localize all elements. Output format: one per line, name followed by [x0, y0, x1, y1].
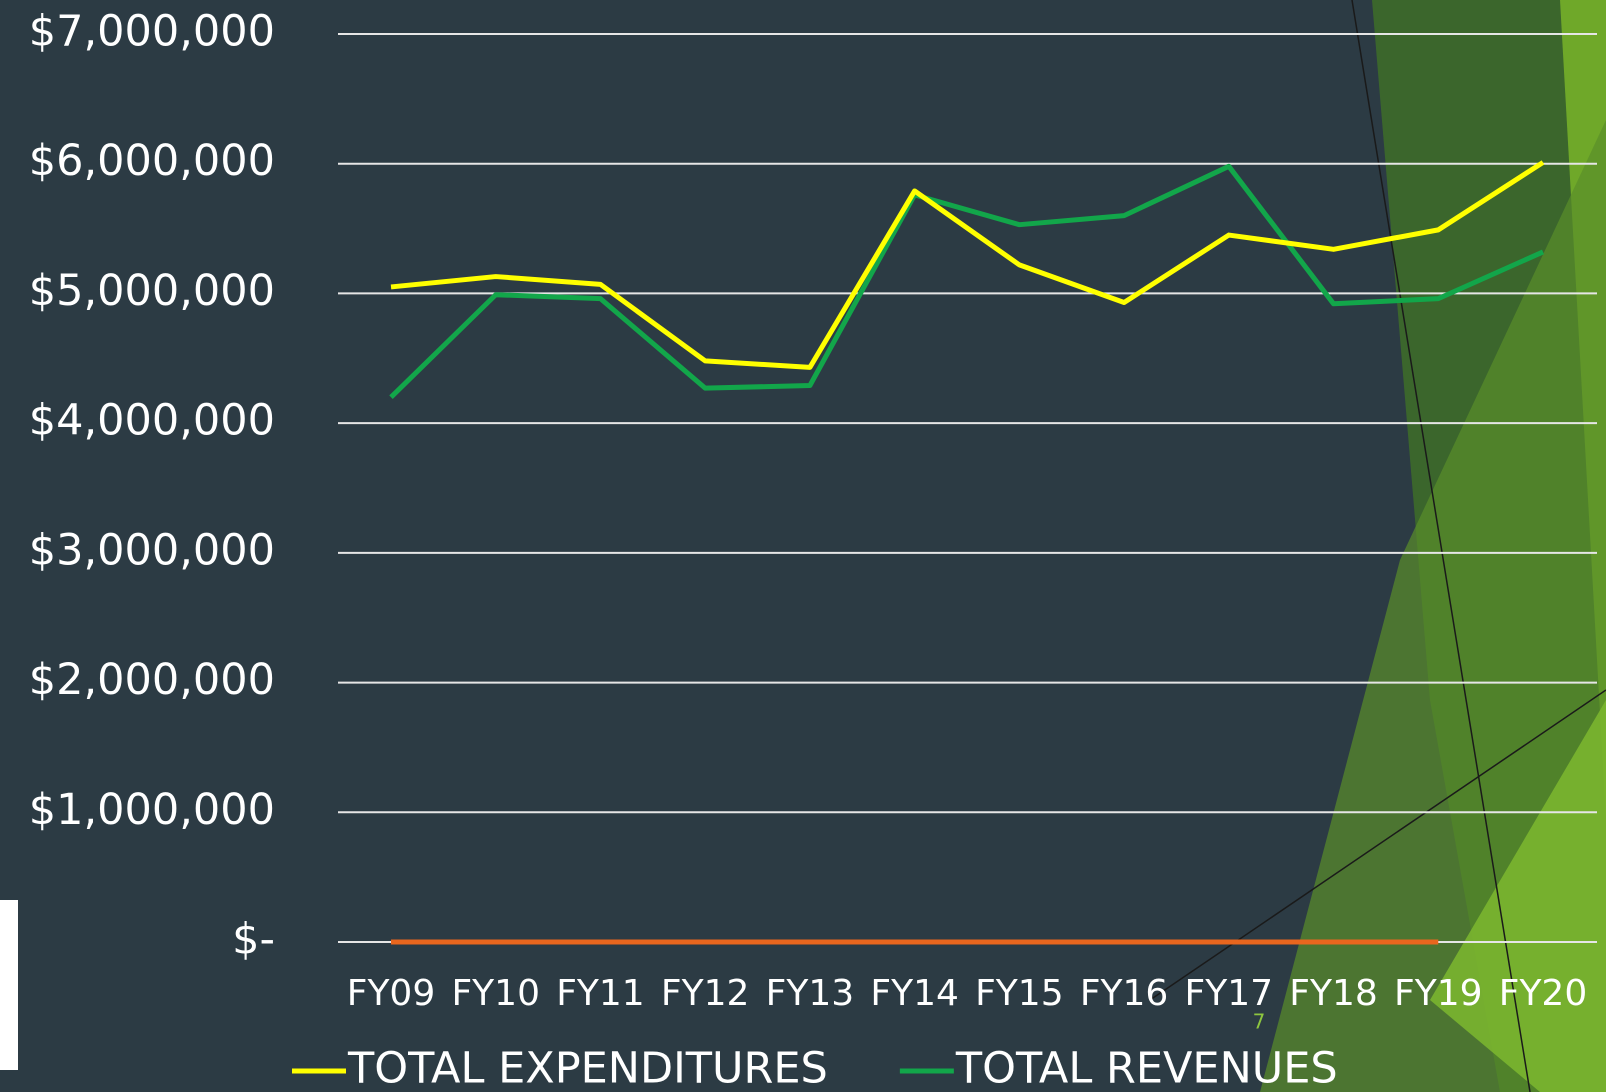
y-tick-label: $3,000,000: [29, 525, 275, 575]
x-tick-label: FY10: [451, 973, 540, 1014]
x-tick-label: FY14: [870, 973, 959, 1014]
legend-label: TOTAL EXPENDITURES: [347, 1044, 828, 1092]
x-tick-label: FY11: [556, 973, 645, 1014]
y-tick-label: $5,000,000: [29, 266, 275, 316]
x-tick-label: FY17: [1185, 973, 1274, 1014]
x-tick-label: FY16: [1080, 973, 1169, 1014]
x-tick-label: FY18: [1289, 973, 1378, 1014]
page-number: 7: [1253, 1010, 1266, 1034]
y-tick-label: $2,000,000: [29, 655, 275, 705]
legend-label: TOTAL REVENUES: [955, 1044, 1338, 1092]
series-line: [389, 163, 1545, 399]
x-tick-label: FY13: [766, 973, 855, 1014]
logo: [0, 900, 18, 1070]
series-line: [390, 160, 1545, 370]
decor-line: [1149, 689, 1606, 1001]
x-tick-label: FY15: [975, 973, 1064, 1014]
y-tick-label: $1,000,000: [29, 785, 275, 835]
y-tick-label: $4,000,000: [29, 396, 275, 446]
decor-line: [1351, 0, 1531, 1092]
x-tick-label: FY20: [1499, 973, 1588, 1014]
x-tick-label: FY19: [1394, 973, 1483, 1014]
y-tick-label: $6,000,000: [29, 136, 275, 186]
x-tick-label: FY09: [347, 973, 436, 1014]
y-tick-label: $-: [232, 915, 275, 965]
y-tick-label: $7,000,000: [29, 7, 275, 57]
green-shape: [1430, 700, 1606, 1092]
x-tick-label: FY12: [661, 973, 750, 1014]
